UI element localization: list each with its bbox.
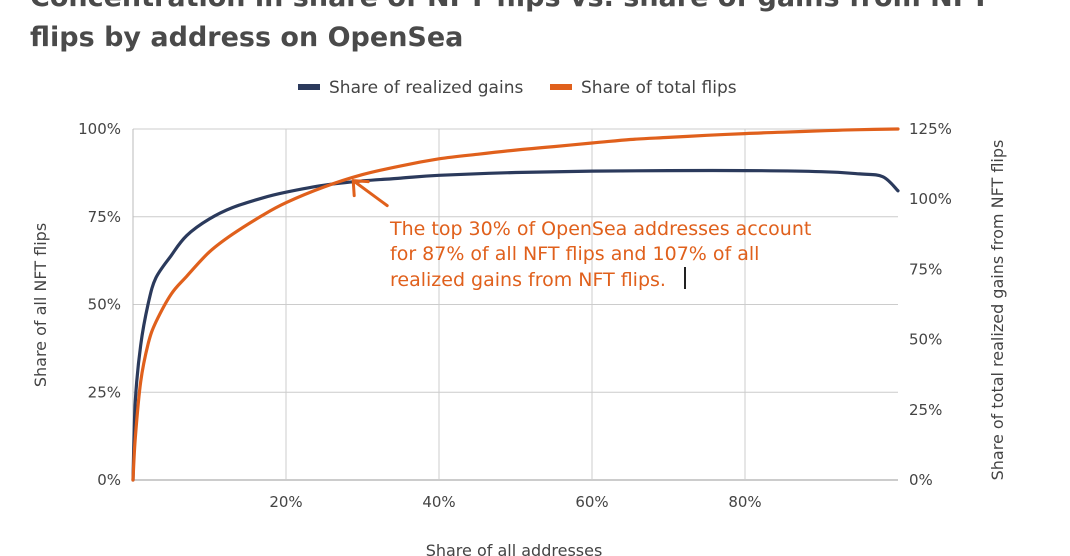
y-tick-label-left: 100%	[78, 120, 121, 138]
x-tick-label: 80%	[728, 493, 761, 511]
text-cursor	[684, 267, 686, 289]
legend: Share of realized gains Share of total f…	[298, 78, 737, 98]
annotation: The top 30% of OpenSea addresses account…	[351, 179, 811, 291]
annotation-line-1: The top 30% of OpenSea addresses account	[389, 218, 811, 240]
series-line-total-flips	[131, 127, 900, 482]
y-tick-label-right: 50%	[909, 331, 942, 349]
x-tick-label: 40%	[422, 493, 455, 511]
y-tick-label-right: 25%	[909, 401, 942, 419]
legend-swatch-realized-gains	[298, 84, 320, 90]
legend-label-total-flips: Share of total flips	[581, 78, 737, 98]
y-tick-label-right: 0%	[909, 471, 933, 489]
y-tick-label-right: 75%	[909, 260, 942, 278]
annotation-line-2: for 87% of all NFT flips and 107% of all	[390, 243, 759, 265]
y-tick-label-left: 25%	[88, 383, 121, 401]
y-tick-label-left: 50%	[88, 296, 121, 314]
legend-swatch-total-flips	[550, 84, 572, 90]
axis-ticks: 0% 25% 50% 75% 100% 20% 40% 60% 80% 0% 25% 50% 75% 10…	[78, 120, 952, 511]
x-tick-label: 20%	[269, 493, 302, 511]
x-tick-label: 60%	[575, 493, 608, 511]
y-tick-label-left: 0%	[97, 471, 121, 489]
y-axis-title-left: Share of all NFT flips	[31, 223, 50, 387]
x-axis-title: Share of all addresses	[426, 541, 603, 556]
annotation-arrow	[351, 179, 389, 208]
chart-title: Concentration in share of NFT flips vs. …	[30, 0, 990, 53]
legend-label-realized-gains: Share of realized gains	[329, 78, 523, 98]
series-lines	[131, 127, 900, 482]
annotation-line-3: realized gains from NFT flips.	[390, 269, 666, 291]
y-axis-title-right: Share of total realized gains from NFT f…	[988, 140, 1007, 481]
y-tick-label-right: 125%	[909, 120, 952, 138]
y-tick-label-right: 100%	[909, 190, 952, 208]
grid	[132, 128, 898, 481]
y-tick-label-left: 75%	[88, 208, 121, 226]
